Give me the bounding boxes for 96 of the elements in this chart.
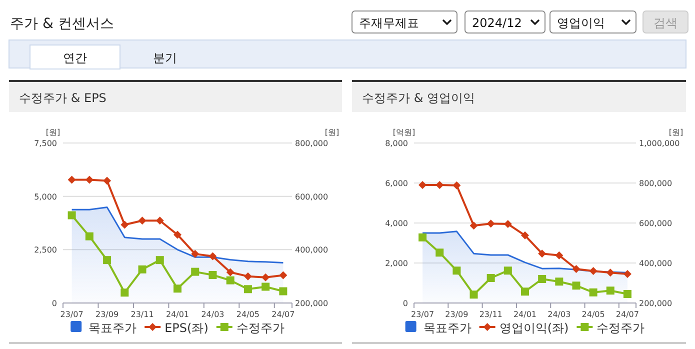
point bbox=[538, 250, 546, 258]
y-axis-title: [원] bbox=[46, 128, 60, 137]
point bbox=[156, 256, 164, 264]
legend-label: 수정주가 bbox=[236, 321, 284, 335]
y-tick-label: 5,000 bbox=[34, 192, 57, 202]
point bbox=[138, 265, 146, 274]
x-tick-label: 24/01 bbox=[513, 310, 537, 319]
point bbox=[174, 284, 182, 293]
point bbox=[208, 271, 217, 279]
x-tick-label: 23/11 bbox=[479, 310, 502, 319]
point bbox=[156, 216, 164, 225]
point bbox=[226, 276, 234, 284]
point bbox=[103, 256, 112, 264]
x-tick-label: 24/01 bbox=[166, 310, 190, 319]
y2-tick-label: 400,000 bbox=[295, 246, 328, 255]
point bbox=[103, 176, 112, 185]
y2-axis-title: [원] bbox=[668, 128, 684, 137]
legend-label: 영업이익(좌) bbox=[499, 321, 569, 335]
point bbox=[504, 266, 512, 275]
point bbox=[208, 252, 217, 260]
point bbox=[572, 282, 580, 290]
y-tick-label: 8,000 bbox=[385, 139, 408, 148]
point bbox=[436, 181, 444, 189]
y2-tick-label: 200,000 bbox=[639, 299, 672, 308]
x-tick-label: 24/07 bbox=[272, 310, 295, 319]
point bbox=[606, 268, 614, 277]
point bbox=[85, 176, 94, 184]
point bbox=[191, 250, 200, 258]
point bbox=[262, 282, 270, 291]
point bbox=[452, 266, 461, 275]
x-tick-label: 23/09 bbox=[96, 310, 119, 319]
x-tick-label: 24/07 bbox=[616, 310, 639, 319]
y2-tick-label: 800,000 bbox=[295, 139, 328, 148]
legend-label: 목표주가 bbox=[423, 321, 472, 335]
y2-axis-title: [원] bbox=[324, 128, 340, 137]
point bbox=[138, 216, 146, 225]
chart-title: 수정주가 & 영업이익 bbox=[362, 91, 475, 105]
x-tick-label: 23/07 bbox=[411, 310, 434, 319]
y-tick-label: 6,000 bbox=[385, 179, 408, 188]
point bbox=[244, 285, 252, 294]
point bbox=[521, 231, 529, 240]
point bbox=[226, 268, 234, 276]
point bbox=[606, 286, 614, 295]
point bbox=[623, 290, 632, 298]
legend-label: EPS(좌) bbox=[164, 321, 208, 335]
point bbox=[120, 288, 129, 297]
x-tick-label: 23/09 bbox=[445, 310, 468, 319]
point bbox=[589, 267, 598, 275]
point bbox=[623, 270, 632, 278]
point bbox=[262, 273, 270, 282]
y-tick-label: 2,000 bbox=[385, 259, 408, 268]
y2-tick-label: 1,000,000 bbox=[639, 139, 680, 148]
x-tick-label: 24/05 bbox=[236, 310, 260, 319]
y2-tick-label: 600,000 bbox=[639, 219, 672, 228]
point bbox=[486, 220, 495, 228]
point bbox=[85, 232, 94, 240]
y2-tick-label: 600,000 bbox=[295, 192, 328, 202]
y-tick-label: 7,500 bbox=[34, 139, 57, 148]
point bbox=[470, 290, 478, 299]
point bbox=[555, 278, 564, 286]
y-tick-label: 0 bbox=[52, 299, 57, 308]
point bbox=[521, 288, 529, 296]
legend-label: 목표주가 bbox=[88, 321, 137, 335]
y2-tick-label: 800,000 bbox=[639, 179, 672, 188]
point bbox=[279, 271, 288, 280]
point bbox=[555, 251, 564, 260]
point bbox=[452, 181, 461, 190]
point bbox=[418, 233, 427, 242]
point bbox=[174, 230, 182, 239]
point bbox=[279, 287, 288, 296]
point bbox=[436, 248, 444, 257]
header: 주가 & 컨센서스 주재무제표 2024/12 영업이익 검색 연간 분기 bbox=[8, 10, 688, 70]
point bbox=[486, 274, 495, 282]
point bbox=[589, 288, 598, 296]
point bbox=[470, 222, 478, 230]
x-tick-label: 24/03 bbox=[201, 310, 224, 319]
point bbox=[68, 176, 76, 184]
y2-tick-label: 400,000 bbox=[639, 259, 672, 268]
point bbox=[244, 272, 252, 280]
point bbox=[191, 268, 200, 276]
y-axis-title: [억원] bbox=[392, 128, 416, 137]
legend-label: 수정주가 bbox=[596, 321, 645, 335]
y-tick-label: 0 bbox=[402, 299, 408, 308]
y-tick-label: 2,500 bbox=[34, 246, 57, 255]
point bbox=[504, 220, 512, 228]
point bbox=[538, 275, 546, 283]
y2-tick-label: 200,000 bbox=[295, 299, 328, 308]
point bbox=[572, 265, 580, 273]
x-tick-label: 23/07 bbox=[60, 310, 84, 319]
point bbox=[120, 220, 129, 229]
x-tick-label: 24/05 bbox=[582, 310, 605, 319]
point bbox=[68, 211, 76, 220]
chart-title: 수정주가 & EPS bbox=[19, 91, 106, 105]
x-tick-label: 24/03 bbox=[548, 310, 571, 319]
y-tick-label: 4,000 bbox=[385, 219, 408, 228]
x-tick-label: 23/11 bbox=[130, 310, 154, 319]
